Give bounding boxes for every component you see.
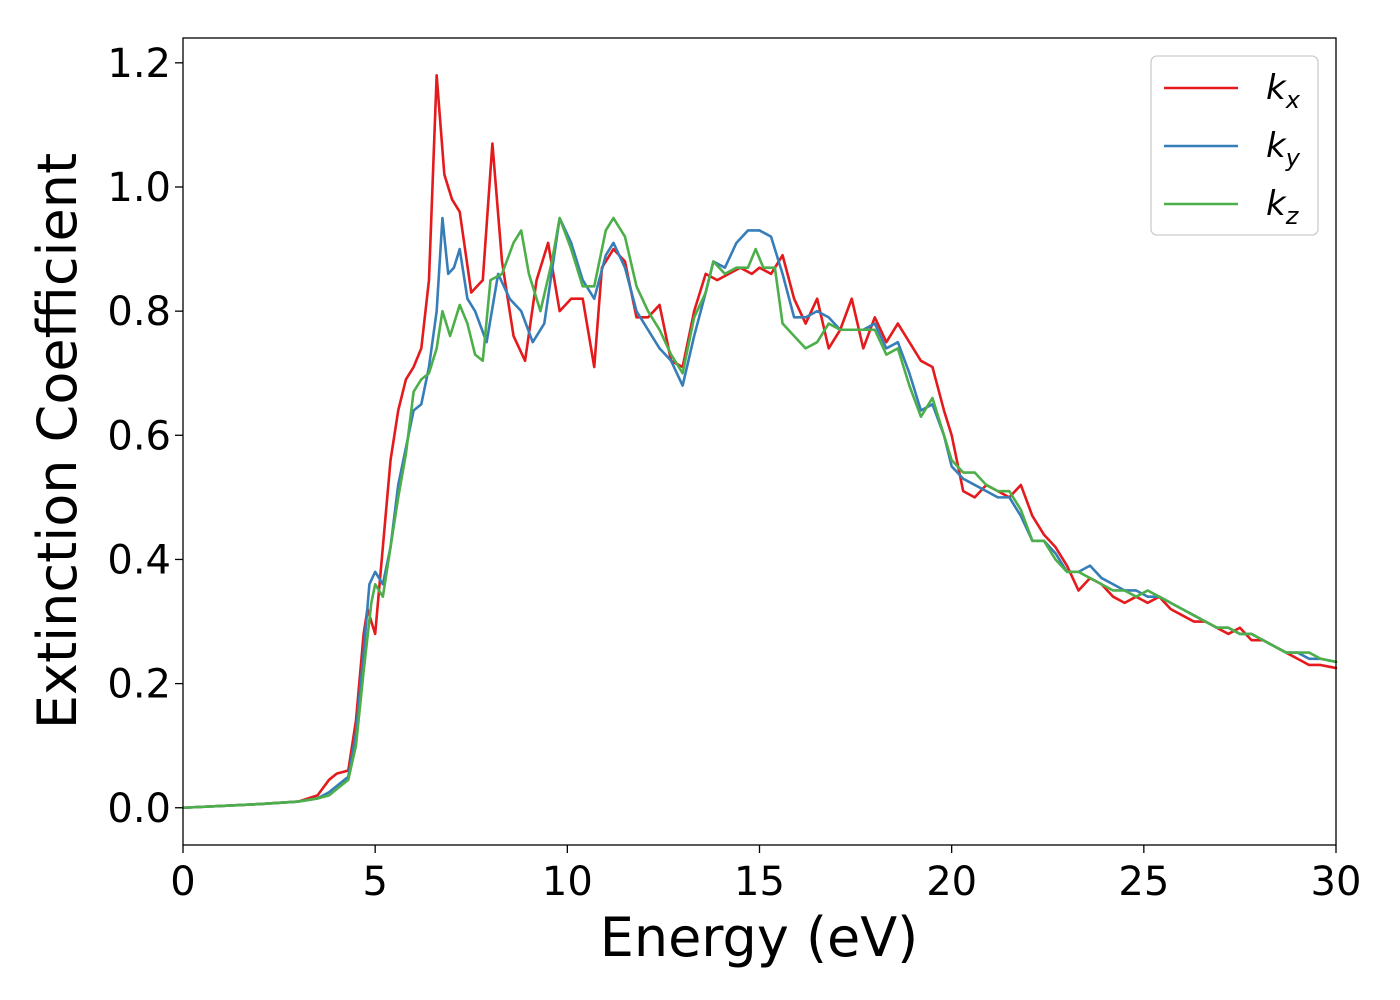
series-layer: [181, 73, 1338, 810]
x-tick-label: 10: [542, 859, 593, 905]
y-tick-label: 0.8: [107, 289, 171, 335]
x-axis-title: Energy (eV): [600, 906, 919, 969]
x-axis: 0 5 10 15 20 25 30: [170, 845, 1361, 905]
series-line-ky: [181, 216, 1338, 810]
y-tick-label: 1.0: [107, 165, 171, 211]
plot-background: [183, 38, 1336, 845]
x-tick-label: 20: [926, 859, 977, 905]
y-tick-label: 0.6: [107, 413, 171, 459]
x-tick-label: 15: [734, 859, 785, 905]
y-tick-label: 0.2: [107, 662, 171, 708]
series-line-kz: [181, 216, 1338, 810]
series-line-kx: [181, 73, 1338, 810]
x-tick-label: 5: [362, 859, 387, 905]
x-tick-label: 0: [170, 859, 195, 905]
y-axis-title: Extinction Coefficient: [26, 153, 89, 729]
y-tick-label: 0.4: [107, 537, 171, 583]
x-tick-label: 25: [1118, 859, 1169, 905]
y-axis: 0.0 0.2 0.4 0.6 0.8 1.0 1.2: [107, 41, 183, 832]
y-tick-label: 1.2: [107, 41, 171, 87]
x-tick-label: 30: [1311, 859, 1362, 905]
y-tick-label: 0.0: [107, 786, 171, 832]
